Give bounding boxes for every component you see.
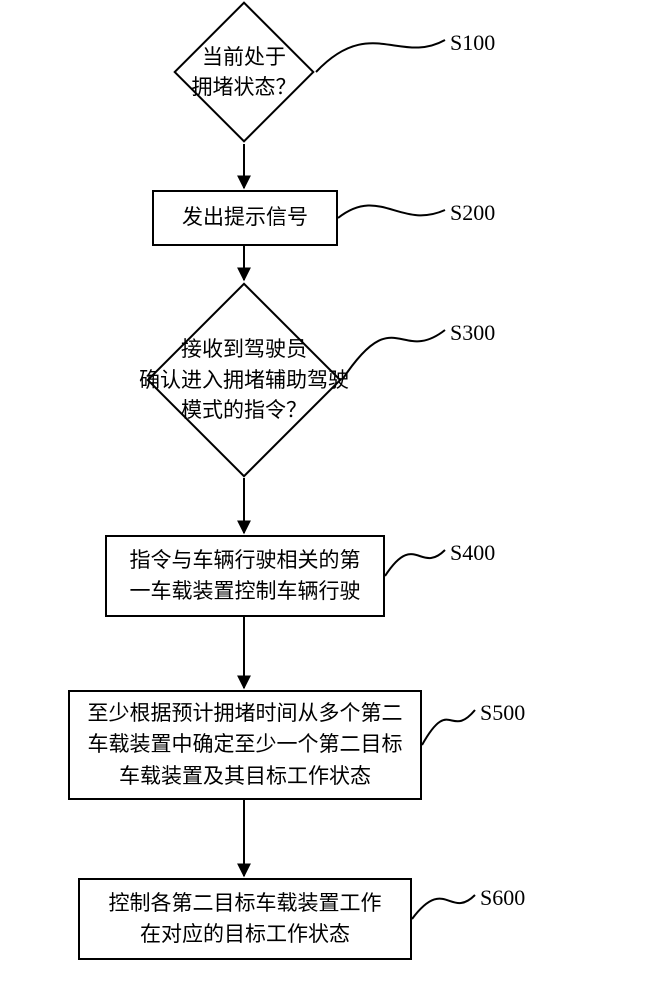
node-s100-shape — [173, 1, 314, 142]
node-s400: 指令与车辆行驶相关的第一车载装置控制车辆行驶 — [105, 535, 385, 617]
callout-s500 — [422, 710, 475, 745]
label-s500: S500 — [480, 700, 525, 726]
callout-s200 — [338, 205, 445, 218]
label-s300: S300 — [450, 320, 495, 346]
node-s600-text: 控制各第二目标车载装置工作在对应的目标工作状态 — [101, 884, 390, 955]
node-s600: 控制各第二目标车载装置工作在对应的目标工作状态 — [78, 878, 412, 960]
label-s600: S600 — [480, 885, 525, 911]
callout-s600 — [412, 895, 475, 919]
callout-s100 — [316, 40, 445, 72]
node-s400-text: 指令与车辆行驶相关的第一车载装置控制车辆行驶 — [122, 541, 369, 612]
flowchart-canvas: 当前处于拥堵状态？ 发出提示信号 接收到驾驶员确认进入拥堵辅助驾驶模式的指令？ … — [0, 0, 653, 1000]
label-s100: S100 — [450, 30, 495, 56]
connectors-overlay — [0, 0, 653, 1000]
node-s200-text: 发出提示信号 — [174, 198, 316, 238]
node-s200: 发出提示信号 — [152, 190, 338, 246]
label-s200: S200 — [450, 200, 495, 226]
callout-s400 — [385, 550, 445, 576]
node-s300-shape — [146, 282, 341, 477]
label-s400: S400 — [450, 540, 495, 566]
node-s500: 至少根据预计拥堵时间从多个第二车载装置中确定至少一个第二目标车载装置及其目标工作… — [68, 690, 422, 800]
callout-s300 — [342, 330, 445, 380]
node-s500-text: 至少根据预计拥堵时间从多个第二车载装置中确定至少一个第二目标车载装置及其目标工作… — [80, 694, 411, 797]
